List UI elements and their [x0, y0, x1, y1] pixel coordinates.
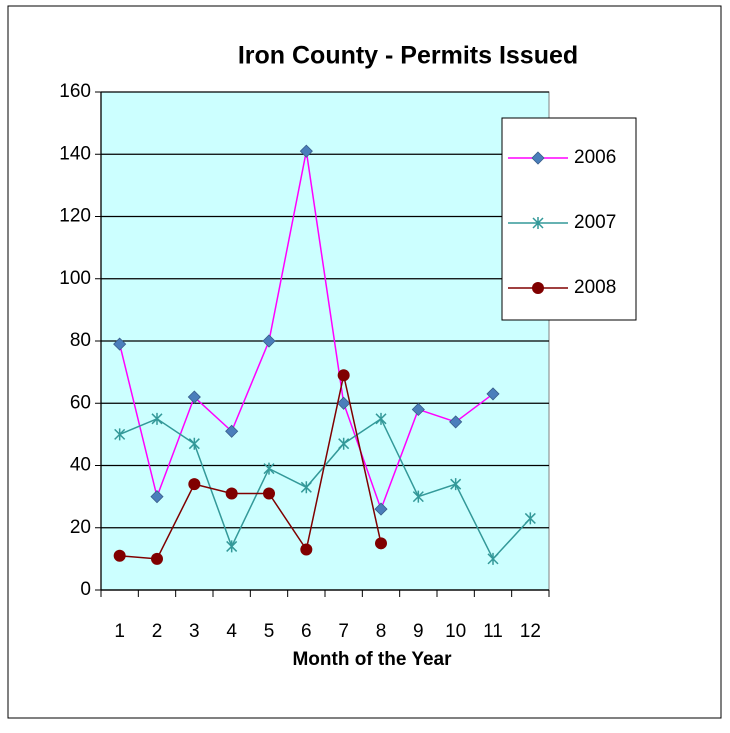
- y-tick-label: 60: [70, 392, 91, 413]
- x-tick-label: 11: [483, 621, 503, 642]
- x-tick-label: 12: [520, 621, 541, 642]
- marker: [375, 412, 387, 425]
- marker: [262, 334, 276, 348]
- legend-marker: [531, 151, 545, 165]
- y-tick-label: 120: [59, 206, 91, 227]
- marker: [374, 502, 388, 516]
- legend-marker: [532, 282, 544, 294]
- x-tick-label: 7: [338, 621, 349, 642]
- marker: [188, 437, 200, 450]
- x-tick-label: 4: [226, 621, 237, 642]
- marker: [188, 478, 201, 491]
- marker: [449, 415, 463, 429]
- marker: [299, 144, 313, 158]
- marker: [300, 543, 313, 556]
- marker: [187, 390, 201, 404]
- x-tick-label: 6: [301, 621, 312, 642]
- legend-marker: [532, 217, 544, 229]
- legend-label: 2006: [574, 147, 616, 168]
- y-tick-label: 80: [70, 330, 91, 351]
- marker: [151, 552, 163, 565]
- marker: [487, 552, 499, 565]
- y-tick-label: 140: [59, 143, 91, 164]
- legend-label: 2007: [574, 212, 616, 233]
- y-tick-label: 0: [80, 579, 91, 600]
- marker: [113, 549, 126, 562]
- marker: [113, 337, 127, 351]
- marker: [375, 537, 387, 550]
- x-tick-label: 1: [114, 621, 125, 642]
- x-tick-label: 8: [376, 621, 387, 642]
- x-tick-label: 3: [189, 621, 200, 642]
- marker: [226, 540, 238, 553]
- y-tick-label: 20: [70, 517, 91, 538]
- series-line: [119, 375, 382, 560]
- marker: [337, 369, 350, 382]
- x-tick-label: 5: [264, 621, 275, 642]
- legend-label: 2008: [574, 277, 616, 298]
- marker: [225, 424, 239, 438]
- marker: [263, 462, 275, 475]
- marker: [411, 402, 425, 417]
- legend-box: [501, 117, 637, 321]
- marker: [225, 487, 238, 500]
- marker: [150, 490, 164, 504]
- marker: [337, 396, 351, 410]
- marker: [151, 412, 163, 425]
- marker: [263, 487, 275, 500]
- y-tick-label: 100: [59, 268, 91, 289]
- x-axis-title: Month of the Year: [292, 649, 452, 670]
- marker: [114, 428, 126, 441]
- marker: [524, 512, 536, 525]
- marker: [486, 387, 500, 401]
- marker: [450, 478, 462, 491]
- marker: [300, 481, 312, 494]
- y-tick-label: 40: [70, 455, 91, 476]
- x-tick-label: 9: [413, 621, 424, 642]
- chart-title: Iron County - Permits Issued: [238, 42, 578, 70]
- x-tick-label: 10: [445, 621, 466, 642]
- y-tick-label: 160: [59, 81, 91, 102]
- marker: [412, 490, 424, 503]
- x-tick-label: 2: [152, 621, 163, 642]
- marker: [338, 437, 350, 450]
